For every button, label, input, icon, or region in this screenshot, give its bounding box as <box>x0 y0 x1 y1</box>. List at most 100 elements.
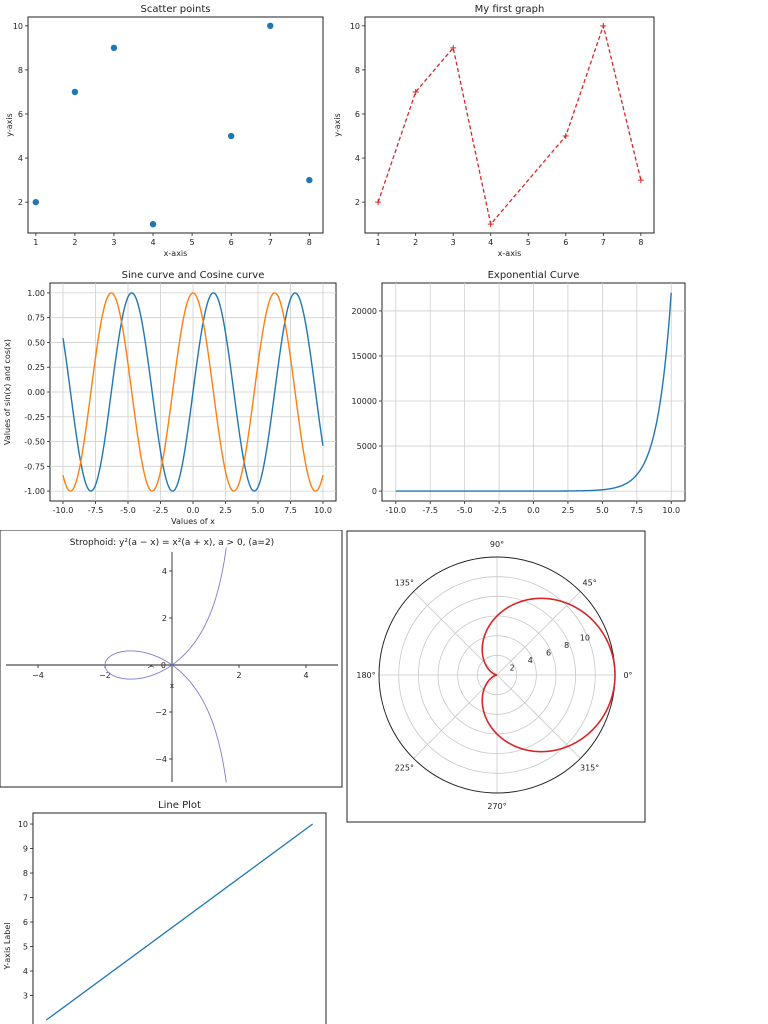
series-line <box>45 823 314 1021</box>
x-tick-label: 2.5 <box>562 506 575 515</box>
first-graph-panel: My first graph 1 2 3 4 5 6 7 8 2 4 6 8 10 x-axis y-axis <box>330 0 660 266</box>
y-tick-label: 1.00 <box>27 289 45 298</box>
y-tick-label: -0.75 <box>24 462 45 471</box>
x-tick-label: 5.0 <box>596 506 609 515</box>
y-tick-label: 4 <box>162 567 167 576</box>
x-tick-label: -10.0 <box>53 506 74 515</box>
x-axis-label: x-axis <box>164 249 188 258</box>
y-tick-label: 5 <box>23 943 28 952</box>
chart-title: Scatter points <box>141 4 211 15</box>
scatter-point <box>71 88 79 96</box>
exponential-panel: Exponential Curve -10.0 -7.5 -5.0 -2.5 0.0 2.5… <box>342 266 692 530</box>
x-tick-label: 0.0 <box>187 506 200 515</box>
y-tick-label: 4 <box>355 154 360 163</box>
y-tick-label: 8 <box>18 66 23 75</box>
scatter-point <box>110 44 118 52</box>
x-tick-label: -7.5 <box>422 506 438 515</box>
x-tick-label: -5.0 <box>120 506 136 515</box>
y-tick-label: 0 <box>372 487 377 496</box>
y-tick-label: 10000 <box>352 397 377 406</box>
x-tick-label: 3 <box>451 238 456 247</box>
y-tick-label: 20000 <box>352 307 377 316</box>
radial-tick-label: 2 <box>510 663 515 672</box>
x-tick-label: 10.0 <box>662 506 680 515</box>
angle-label: 270° <box>487 802 506 811</box>
y-tick-label: 0.25 <box>27 363 45 372</box>
plus-marker <box>600 22 607 29</box>
x-tick-label: 5.0 <box>252 506 265 515</box>
y-tick-label: −4 <box>155 755 167 764</box>
angle-label: 45° <box>583 578 597 587</box>
line-plot-chart: Line Plot 3 4 5 6 7 8 9 10 Y-axis Label <box>3 800 327 1024</box>
radial-tick-label: 8 <box>564 641 569 650</box>
cos-curve <box>62 292 324 492</box>
scatter-panel: Scatter points 1 2 3 4 5 6 7 8 2 4 6 8 10 x-axis y-axis <box>0 0 330 266</box>
plus-marker <box>637 177 644 184</box>
y-tick-label: -0.50 <box>24 438 45 447</box>
x-tick-label: 8 <box>307 238 312 247</box>
scatter-point <box>149 220 157 228</box>
plus-marker <box>562 133 569 140</box>
angular-grid-line <box>496 674 581 759</box>
y-tick-label: 7 <box>23 894 28 903</box>
x-tick-label: 6 <box>563 238 568 247</box>
x-tick-label: 8 <box>638 238 643 247</box>
y-tick-label: 8 <box>355 66 360 75</box>
scatter-point <box>227 132 235 140</box>
x-tick-label: 1 <box>33 238 38 247</box>
x-tick-label: 2 <box>413 238 418 247</box>
chart-title: Sine curve and Cosine curve <box>122 270 265 281</box>
x-axis-label: x-axis <box>498 249 522 258</box>
y-tick-label: −2 <box>155 708 167 717</box>
y-tick-label: 10 <box>18 820 28 829</box>
x-tick-label: -2.5 <box>491 506 507 515</box>
x-tick-label: 10.0 <box>314 506 332 515</box>
y-tick-label: 2 <box>162 614 167 623</box>
x-tick-label: 4 <box>488 238 493 247</box>
sin-curve <box>62 292 324 492</box>
y-tick-label: 2 <box>18 198 23 207</box>
y-tick-label: 3 <box>23 992 28 1001</box>
angular-grid-line <box>413 591 498 676</box>
angular-grid-line <box>413 674 498 759</box>
x-tick-label: 3 <box>111 238 116 247</box>
angle-label: 225° <box>395 764 414 773</box>
y-axis-label: y-axis <box>5 113 14 137</box>
plus-marker <box>450 44 457 51</box>
y-axis-label: y <box>146 664 154 668</box>
strophoid-curve <box>104 547 227 783</box>
plot-frame <box>27 16 324 234</box>
y-tick-label: 0.75 <box>27 314 45 323</box>
x-tick-label: 6 <box>229 238 234 247</box>
sine-cosine-panel: Sine curve and Cosine curve -10.0 -7.5 -5.0… <box>0 266 342 530</box>
x-tick-label: -2.5 <box>153 506 169 515</box>
y-tick-label: 15000 <box>352 352 377 361</box>
y-axis-label: Values of sin(x) and cos(x) <box>3 339 12 445</box>
x-tick-label: -5.0 <box>457 506 473 515</box>
y-tick-label: -1.00 <box>24 487 45 496</box>
radial-tick-label: 4 <box>528 656 533 665</box>
x-tick-label: -7.5 <box>88 506 104 515</box>
radial-tick-label: 10 <box>580 633 590 642</box>
y-tick-label: -0.25 <box>24 413 45 422</box>
cardioid-curve <box>481 597 616 753</box>
origin-label: 0 <box>161 661 166 670</box>
x-tick-label: 7.5 <box>284 506 297 515</box>
scatter-point <box>32 198 40 206</box>
y-tick-label: 5000 <box>357 442 377 451</box>
y-tick-label: 6 <box>18 110 23 119</box>
y-tick-label: 9 <box>23 845 28 854</box>
plus-marker <box>487 221 494 228</box>
x-tick-label: 2 <box>236 671 241 680</box>
x-tick-label: 4 <box>150 238 155 247</box>
y-tick-label: 2 <box>355 198 360 207</box>
scatter-chart: Scatter points 1 2 3 4 5 6 7 8 2 4 6 8 10 x-axis y-axis <box>5 4 324 258</box>
y-tick-label: 6 <box>355 110 360 119</box>
y-tick-label: 8 <box>23 869 28 878</box>
angle-label: 180° <box>356 671 375 680</box>
chart-title: Exponential Curve <box>488 270 580 281</box>
strophoid-chart: Strophoid: y²(a − x) = x²(a + x), a > 0,… <box>0 530 343 788</box>
radial-tick-label: 6 <box>546 648 551 657</box>
x-tick-label: 7.5 <box>630 506 643 515</box>
y-axis-label: y-axis <box>333 113 342 137</box>
